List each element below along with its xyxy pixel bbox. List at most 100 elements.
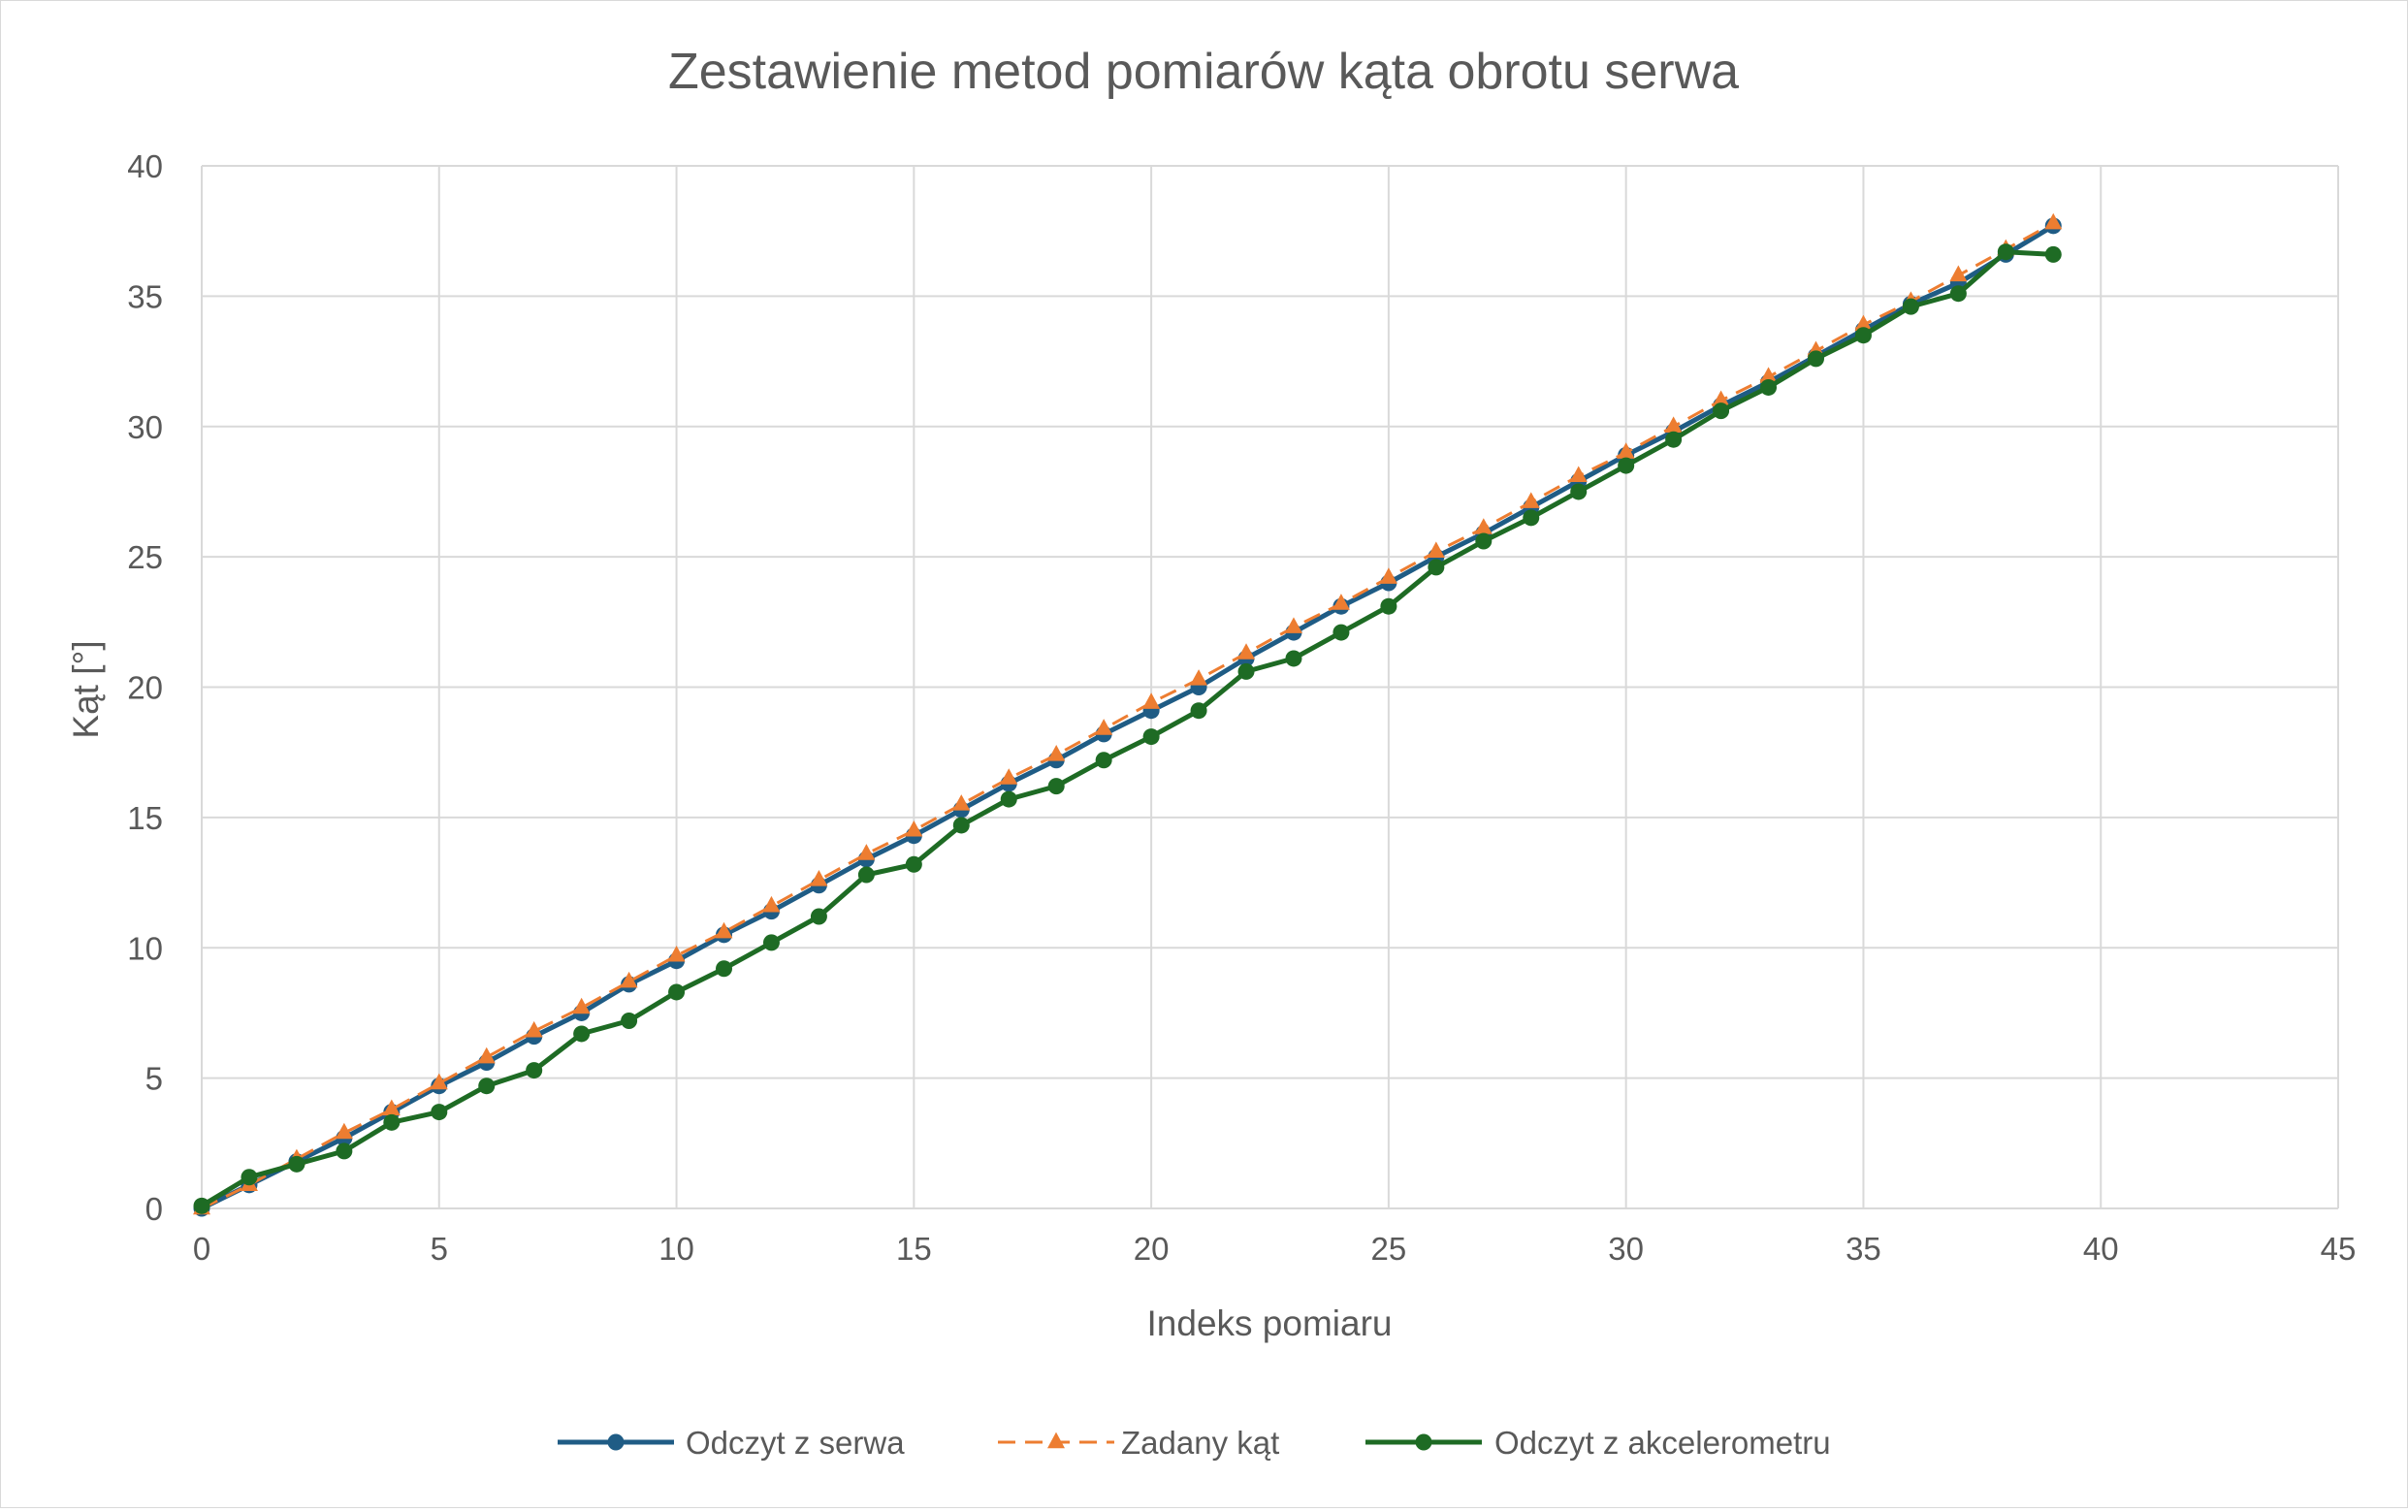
data-point: [288, 1155, 305, 1173]
data-point: [810, 908, 827, 925]
legend-marker: [1415, 1433, 1432, 1451]
data-point: [952, 794, 971, 811]
chart-title: Zestawienie metod pomiarów kąta obrotu s…: [668, 44, 1739, 100]
data-point: [1522, 492, 1540, 508]
data-point: [1047, 745, 1066, 761]
data-point: [621, 1013, 638, 1029]
data-point: [810, 870, 828, 886]
data-point: [2044, 245, 2062, 263]
x-tick-label: 10: [658, 1231, 694, 1267]
data-point: [1523, 509, 1540, 527]
data-point: [382, 1099, 401, 1116]
data-point: [1237, 643, 1256, 659]
data-point: [430, 1073, 448, 1090]
x-tick-label: 5: [431, 1231, 448, 1267]
data-point: [573, 1025, 591, 1043]
x-tick-label: 30: [1608, 1231, 1644, 1267]
data-point: [762, 895, 781, 913]
data-point: [1854, 314, 1873, 332]
data-point: [715, 921, 733, 939]
y-tick-label: 0: [145, 1191, 163, 1227]
x-axis-tick-labels: 0 5 10 15 20 25 30 35 40 45: [193, 1231, 2357, 1267]
y-tick-label: 35: [127, 278, 163, 314]
data-point: [1000, 790, 1017, 808]
y-axis-label: Kąt [°]: [66, 640, 106, 738]
data-point: [1190, 669, 1208, 686]
data-point: [1000, 768, 1018, 785]
legend-label: Odczyt z akcelerometru: [1494, 1425, 1831, 1461]
x-tick-label: 35: [1846, 1231, 1881, 1267]
data-point: [193, 1197, 210, 1214]
series-line: [200, 249, 2054, 1208]
data-point: [431, 1104, 448, 1121]
data-point: [1379, 567, 1397, 584]
data-point: [762, 934, 780, 951]
data-point: [1997, 243, 2014, 261]
data-point: [1285, 650, 1302, 667]
legend: Odczyt z serwa Zadany kąt Odczyt z akceler…: [558, 1425, 1831, 1461]
series-2: [193, 212, 2063, 1215]
data-point: [478, 1078, 496, 1095]
data-point: [336, 1142, 353, 1160]
y-axis-tick-labels: 0 5 10 15 20 25 30 35 40: [127, 148, 163, 1227]
legend-item: Odczyt z akcelerometru: [1365, 1425, 1831, 1461]
x-tick-label: 40: [2083, 1231, 2119, 1267]
series-layer: [193, 212, 2063, 1217]
legend-label: Odczyt z serwa: [686, 1425, 905, 1461]
data-point: [1902, 298, 1919, 315]
x-tick-label: 25: [1371, 1231, 1407, 1267]
data-point: [857, 844, 876, 860]
data-point: [1142, 728, 1160, 746]
y-tick-label: 40: [127, 148, 163, 184]
legend-item: Zadany kąt: [998, 1425, 1279, 1461]
data-point: [620, 971, 638, 988]
data-point: [1713, 402, 1730, 420]
legend-item: Odczyt z serwa: [558, 1425, 905, 1461]
data-point: [1665, 431, 1683, 448]
x-tick-label: 0: [193, 1231, 210, 1267]
y-tick-label: 5: [145, 1061, 163, 1097]
data-point: [1569, 466, 1588, 483]
data-point: [1475, 532, 1493, 550]
data-point: [1428, 559, 1445, 576]
legend-label: Zadany kąt: [1121, 1425, 1279, 1461]
data-point: [1237, 662, 1255, 680]
y-tick-label: 15: [127, 800, 163, 836]
data-point: [716, 960, 733, 978]
data-point: [668, 983, 686, 1001]
data-point: [383, 1113, 401, 1131]
data-point: [1949, 285, 1967, 303]
data-point: [526, 1062, 543, 1079]
x-tick-label: 45: [2321, 1231, 2357, 1267]
series-line: [200, 223, 2055, 1211]
data-point: [1095, 752, 1112, 769]
data-point: [952, 817, 970, 834]
data-point: [1570, 483, 1588, 500]
data-point: [1617, 442, 1635, 459]
x-tick-label: 20: [1134, 1231, 1170, 1267]
data-point: [905, 820, 923, 837]
data-point: [1664, 416, 1683, 433]
data-point: [2044, 212, 2063, 230]
data-point: [335, 1122, 353, 1140]
y-tick-label: 30: [127, 409, 163, 445]
data-point: [241, 1169, 258, 1186]
data-point: [572, 997, 591, 1014]
data-point: [1095, 719, 1113, 735]
data-point: [1380, 597, 1397, 615]
data-point: [1190, 702, 1207, 720]
data-point: [857, 866, 875, 884]
legend-marker: [607, 1433, 625, 1451]
data-point: [905, 855, 922, 873]
grid-lines: [201, 165, 2339, 1209]
y-tick-label: 20: [127, 670, 163, 706]
series-line: [201, 221, 2055, 1210]
data-point: [525, 1020, 543, 1038]
data-point: [1949, 265, 1968, 282]
series-3: [193, 243, 2062, 1214]
data-point: [1618, 457, 1635, 474]
data-point: [1284, 617, 1302, 633]
y-tick-label: 25: [127, 539, 163, 575]
